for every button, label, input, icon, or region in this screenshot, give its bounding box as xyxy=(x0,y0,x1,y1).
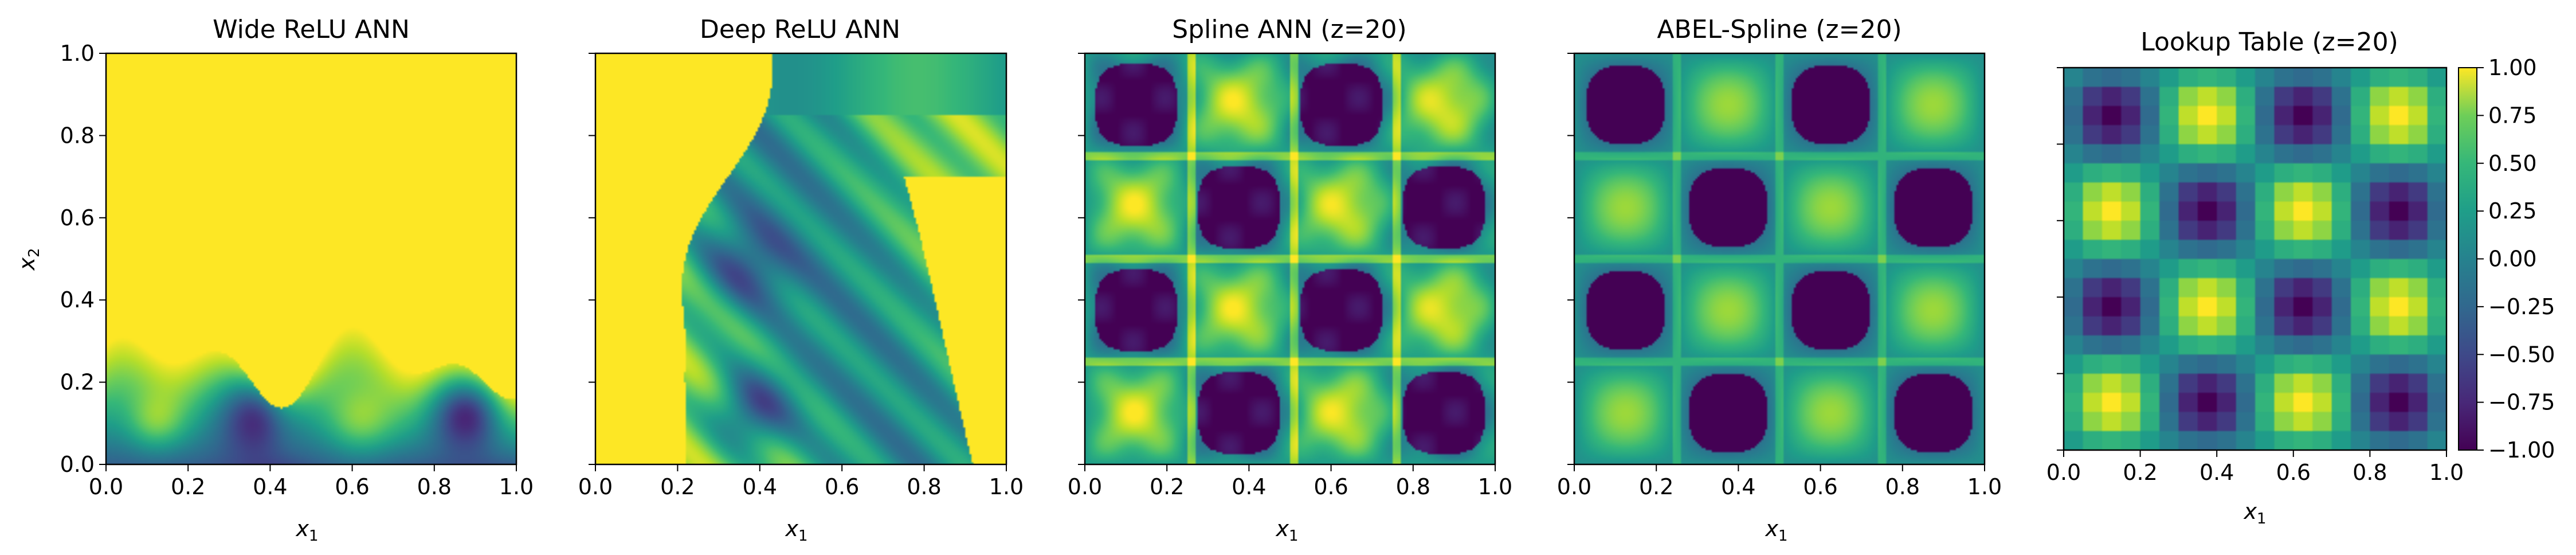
panel-title: ABEL-Spline (z=20) xyxy=(1657,15,1901,44)
colorbar-tick-label: 0.75 xyxy=(2488,103,2537,128)
x-ticks: 0.0 0.2 0.4 0.6 0.8 1.0 xyxy=(1557,464,2002,499)
colorbar-tick-label: 0.25 xyxy=(2488,198,2537,224)
x-tick-label: 0.8 xyxy=(417,474,452,499)
axes-frame xyxy=(105,52,517,466)
colorbar-tick-label: 0.50 xyxy=(2488,151,2537,176)
x-ticks: 0.0 0.2 0.4 0.6 0.8 1.0 xyxy=(89,464,534,499)
x-ticks: 0.0 0.2 0.4 0.6 0.8 1.0 xyxy=(1068,464,1512,499)
x-tick-label: 1.0 xyxy=(1478,474,1512,499)
x-axis-label: x1 xyxy=(1275,516,1298,545)
x-tick-label: 0.0 xyxy=(1068,474,1102,499)
colorbar: 1.00 0.75 0.50 0.25 0.00 −0.25 −0.50 −0.75 −1.00 xyxy=(2458,55,2555,463)
panel-title: Lookup Table (z=20) xyxy=(2140,28,2398,57)
x-axis-label: x1 xyxy=(2243,499,2266,527)
x-tick-label: 0.8 xyxy=(1396,474,1430,499)
y-tick-label: 0.4 xyxy=(60,287,95,312)
y-tick-label: 0.2 xyxy=(60,370,95,395)
x-tick-label: 0.8 xyxy=(2352,460,2387,485)
colorbar-tick-label: −0.50 xyxy=(2488,342,2555,367)
y-tick-label: 0.8 xyxy=(60,123,95,148)
panel-title: Spline ANN (z=20) xyxy=(1172,15,1406,44)
y-tick-label: 0.6 xyxy=(60,205,95,230)
x-tick-label: 0.4 xyxy=(1232,474,1266,499)
axes-frame xyxy=(2063,67,2448,451)
x-tick-label: 1.0 xyxy=(2429,460,2464,485)
x-tick-label: 0.6 xyxy=(335,474,369,499)
x-axis-label: x1 xyxy=(295,516,318,545)
colorbar-tick-label: −0.25 xyxy=(2488,294,2555,319)
y-tick-label: 1.0 xyxy=(60,41,95,66)
x-tick-label: 0.6 xyxy=(1803,474,1837,499)
x-tick-label: 0.2 xyxy=(2123,460,2157,485)
heatmap-image xyxy=(1574,53,1985,464)
x-tick-label: 1.0 xyxy=(1967,474,2002,499)
heatmap-image xyxy=(2064,68,2446,450)
axes-frame xyxy=(1573,52,1986,466)
panel-spline-ann: Spline ANN (z=20) 0.0 0.2 0.4 0.6 0.8 1.0 x1 xyxy=(1068,15,1512,545)
axes-frame xyxy=(1084,52,1496,466)
x-tick-label: 1.0 xyxy=(989,474,1024,499)
colorbar-tick-label: −1.00 xyxy=(2488,437,2555,463)
heatmap-image xyxy=(1085,53,1495,464)
panel-deep-relu: Deep ReLU ANN 0.0 0.2 0.4 0.6 0.8 1.0 x1 xyxy=(578,15,1024,545)
panel-title: Wide ReLU ANN xyxy=(213,15,410,44)
x-tick-label: 0.2 xyxy=(171,474,205,499)
x-tick-label: 0.0 xyxy=(2046,460,2081,485)
panel-lookup-table: Lookup Table (z=20) 0.0 0.2 0.4 0.6 0.8 1.0 x… xyxy=(2046,28,2464,527)
heatmap-image xyxy=(595,53,1006,464)
colorbar-tick-label: 1.00 xyxy=(2488,55,2537,80)
panel-abel-spline: ABEL-Spline (z=20) 0.0 0.2 0.4 0.6 0.8 1.0 x1 xyxy=(1557,15,2002,545)
x-ticks: 0.0 0.2 0.4 0.6 0.8 1.0 xyxy=(578,464,1024,499)
x-tick-label: 0.6 xyxy=(825,474,859,499)
x-tick-label: 0.6 xyxy=(2276,460,2311,485)
y-ticks xyxy=(589,53,595,465)
x-tick-label: 0.2 xyxy=(660,474,695,499)
y-ticks xyxy=(1567,53,1574,465)
y-ticks xyxy=(2057,67,2064,451)
y-ticks xyxy=(1078,53,1085,465)
x-axis-label: x1 xyxy=(785,516,807,545)
x-tick-label: 0.2 xyxy=(1150,474,1184,499)
x-tick-label: 0.8 xyxy=(907,474,941,499)
y-ticks: 0.0 0.2 0.4 0.6 0.8 1.0 xyxy=(60,41,106,477)
x-tick-label: 1.0 xyxy=(499,474,534,499)
x-tick-label: 0.8 xyxy=(1885,474,1920,499)
panel-wide-relu: Wide ReLU ANN 0.0 0.2 0.4 0.6 0.8 1.0 0.00.20… xyxy=(14,15,534,545)
panel-title: Deep ReLU ANN xyxy=(700,15,900,44)
x-ticks: 0.0 0.2 0.4 0.6 0.8 1.0 xyxy=(2046,450,2464,485)
x-tick-label: 0.4 xyxy=(253,474,287,499)
x-tick-label: 0.6 xyxy=(1314,474,1348,499)
heatmap-image xyxy=(106,53,516,464)
axes-frame xyxy=(594,52,1007,466)
colorbar-tick-label: −0.75 xyxy=(2488,390,2555,415)
colorbar-ticks: 1.00 0.75 0.50 0.25 0.00 −0.25 −0.50 −0.75 −1.00 xyxy=(2477,55,2555,463)
y-tick-label: 0.0 xyxy=(60,452,95,477)
colorbar-tick-label: 0.00 xyxy=(2488,247,2537,272)
colorbar-gradient xyxy=(2458,67,2477,451)
x-tick-label: 0.0 xyxy=(1557,474,1591,499)
y-axis-label: x2 xyxy=(14,248,43,271)
x-tick-label: 0.0 xyxy=(578,474,613,499)
x-tick-label: 0.2 xyxy=(1639,474,1673,499)
x-tick-label: 0.0 xyxy=(89,474,123,499)
x-axis-label: x1 xyxy=(1765,516,1787,545)
x-tick-label: 0.4 xyxy=(1721,474,1755,499)
x-tick-label: 0.4 xyxy=(743,474,777,499)
x-tick-label: 0.4 xyxy=(2199,460,2234,485)
